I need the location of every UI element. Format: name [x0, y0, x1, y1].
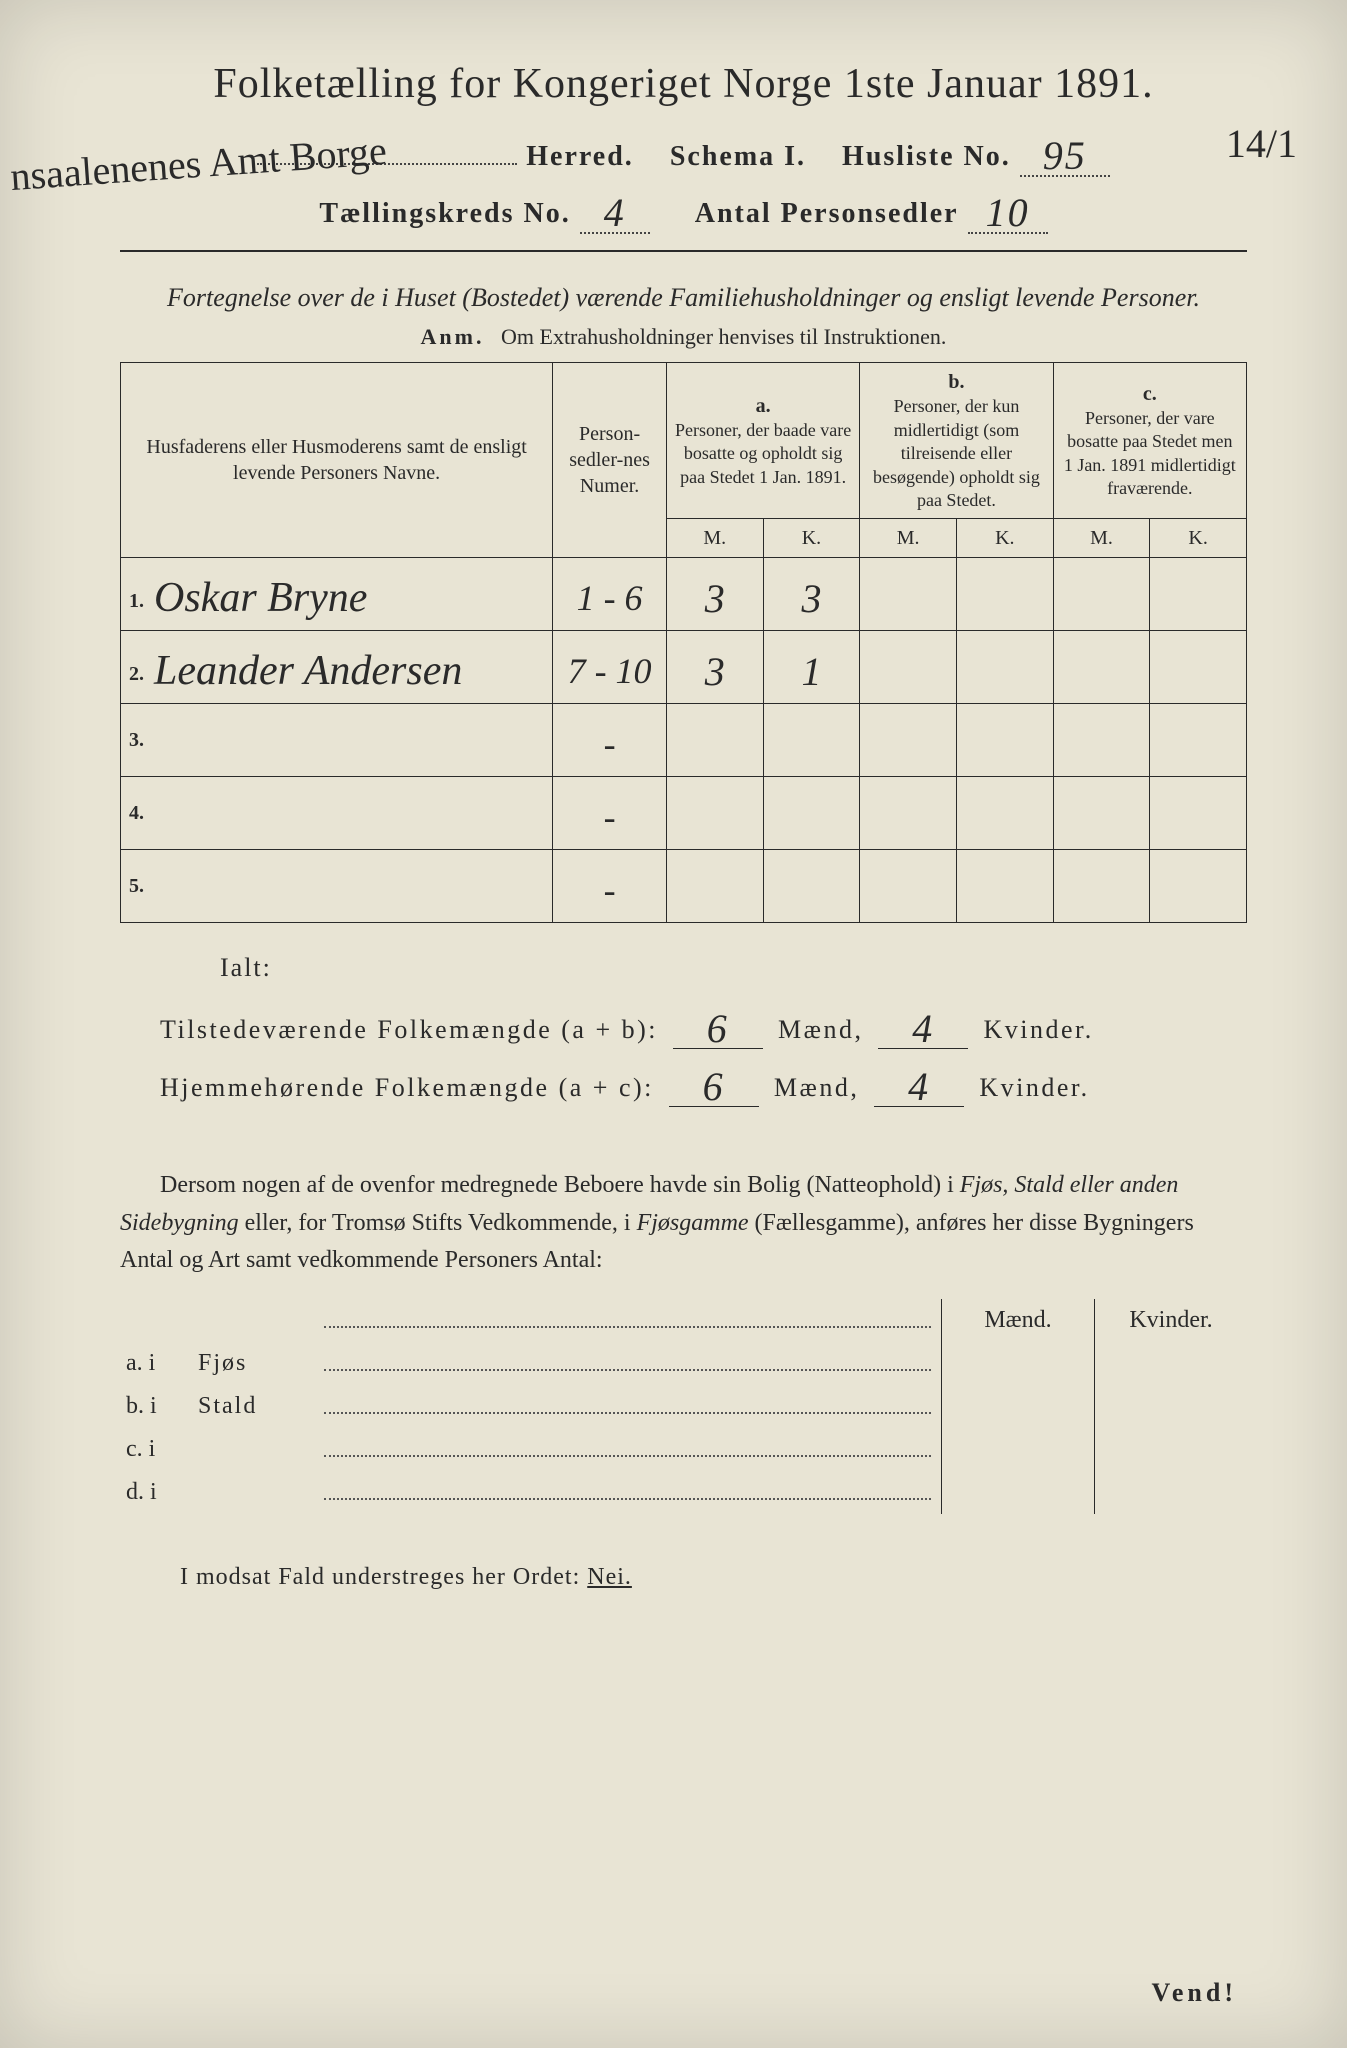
sum2-m: 6 [703, 1063, 726, 1110]
para-p1: Dersom nogen af de ovenfor medregnede Be… [160, 1172, 960, 1198]
sum2-k: 4 [908, 1063, 931, 1110]
table-row: 3. - [121, 704, 1247, 777]
th-b-label: b. [868, 369, 1044, 395]
census-table: Husfaderens eller Husmoderens samt de en… [120, 362, 1247, 923]
th-c-text: Personer, der vare bosatte paa Stedet me… [1062, 407, 1238, 501]
page-title: Folketælling for Kongeriget Norge 1ste J… [120, 60, 1247, 108]
kvinder-label-2: Kvinder. [979, 1073, 1089, 1102]
side-th-maend: Mænd. [942, 1299, 1095, 1342]
herred-label: Herred. [526, 141, 634, 172]
sum1-m: 6 [707, 1005, 730, 1052]
husliste-label: Husliste No. [842, 141, 1011, 172]
th-c: c. Personer, der vare bosatte paa Stedet… [1053, 363, 1246, 519]
personsedler-no: 10 [986, 189, 1030, 236]
ialt-label: Ialt: [220, 953, 1247, 983]
kvinder-label-1: Kvinder. [983, 1015, 1093, 1044]
divider [120, 250, 1247, 252]
census-form-page: nsaalenenes Amt Borge 14/1 Folketælling … [0, 0, 1347, 2048]
footer-line: I modsat Fald understreges her Ordet: Ne… [180, 1564, 1247, 1591]
paragraph: Dersom nogen af de ovenfor medregnede Be… [120, 1167, 1247, 1279]
sum1-k: 4 [912, 1005, 935, 1052]
th-c-label: c. [1062, 381, 1238, 407]
margin-note-right: 14/1 [1226, 120, 1297, 167]
th-c-k: K. [1150, 519, 1247, 558]
maend-label-2: Mænd, [774, 1073, 859, 1102]
anm-label: Anm. [421, 324, 485, 349]
para-p4: Fjøsgamme [637, 1210, 749, 1236]
th-b-k: K. [956, 519, 1053, 558]
th-names: Husfaderens eller Husmoderens samt de en… [121, 363, 553, 558]
anm-line: Anm. Om Extrahusholdninger henvises til … [120, 324, 1247, 350]
subtitle: Fortegnelse over de i Huset (Bostedet) v… [120, 280, 1247, 316]
th-b-m: M. [860, 519, 957, 558]
th-b: b. Personer, der kun midlertidigt (som t… [860, 363, 1053, 519]
footer-text: I modsat Fald understreges her Ordet: [180, 1564, 587, 1590]
sum1-label: Tilstedeværende Folkemængde (a + b): [160, 1015, 658, 1044]
th-a-m: M. [666, 519, 763, 558]
th-b-text: Personer, der kun midlertidigt (som tilr… [868, 395, 1044, 512]
side-table-row: b. iStald [120, 1385, 1247, 1428]
vend-label: Vend! [1151, 1978, 1237, 2008]
maend-label-1: Mænd, [778, 1015, 863, 1044]
personsedler-label: Antal Personsedler [695, 198, 959, 229]
side-table-row: a. iFjøs [120, 1342, 1247, 1385]
th-a-k: K. [763, 519, 860, 558]
kreds-label: Tællingskreds No. [319, 198, 570, 229]
table-row: 1. Oskar Bryne1 - 633 [121, 558, 1247, 631]
kreds-no: 4 [604, 189, 626, 236]
para-p3: eller, for Tromsø Stifts Vedkommende, i [239, 1210, 637, 1236]
th-a: a. Personer, der baade vare bosatte og o… [666, 363, 859, 519]
side-th-kvinder: Kvinder. [1095, 1299, 1248, 1342]
table-row: 2. Leander Andersen7 - 1031 [121, 631, 1247, 704]
th-a-text: Personer, der baade vare bosatte og opho… [675, 419, 851, 489]
anm-text: Om Extrahusholdninger henvises til Instr… [501, 324, 946, 349]
th-num: Person-sedler-nes Numer. [553, 363, 667, 558]
summary-line-2: Hjemmehørende Folkemængde (a + c): 6 Mæn… [160, 1059, 1247, 1107]
header-line-2: Tællingskreds No. 4 Antal Personsedler 1… [120, 185, 1247, 234]
side-table-row: d. i [120, 1471, 1247, 1514]
footer-nei: Nei. [587, 1564, 632, 1590]
table-row: 5. - [121, 850, 1247, 923]
side-table-row: c. i [120, 1428, 1247, 1471]
summary-line-1: Tilstedeværende Folkemængde (a + b): 6 M… [160, 1001, 1247, 1049]
th-a-label: a. [675, 393, 851, 419]
sum2-label: Hjemmehørende Folkemængde (a + c): [160, 1073, 654, 1102]
table-row: 4. - [121, 777, 1247, 850]
schema-label: Schema I. [670, 141, 806, 172]
husliste-no: 95 [1043, 132, 1087, 179]
th-c-m: M. [1053, 519, 1150, 558]
side-building-table: Mænd. Kvinder. a. iFjøsb. iStaldc. id. i [120, 1299, 1247, 1514]
